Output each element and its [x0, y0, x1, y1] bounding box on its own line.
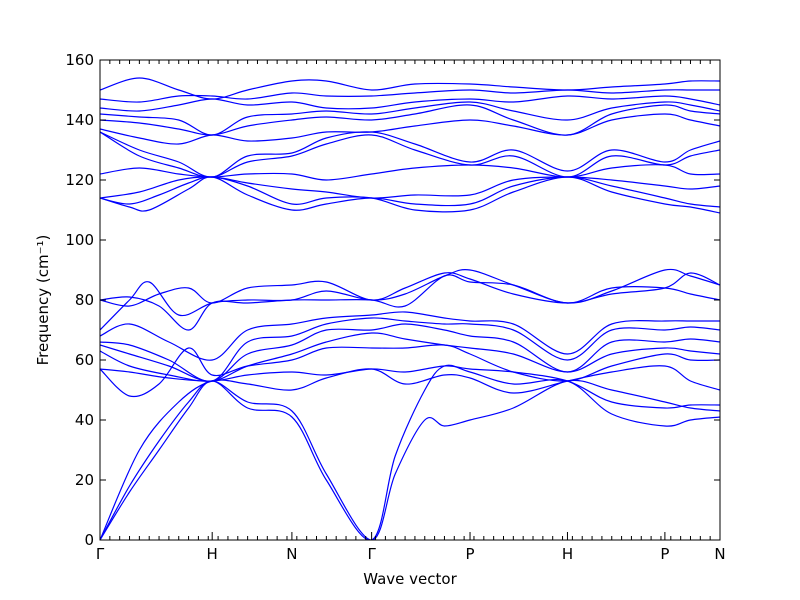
- plot-background: [100, 60, 720, 540]
- band-line-5: [100, 344, 720, 398]
- x-tick-label: H: [207, 545, 218, 563]
- band-line-1: [100, 364, 720, 540]
- y-tick-label: 40: [75, 411, 94, 429]
- band-line-24: [100, 77, 720, 100]
- ticks: [99, 59, 721, 541]
- y-tick-label: 120: [65, 171, 94, 189]
- band-line-17: [100, 131, 720, 178]
- band-line-2: [100, 379, 720, 540]
- y-tick-label: 100: [65, 231, 94, 249]
- x-tick-label: N: [286, 545, 297, 563]
- x-tick-label: Γ: [367, 545, 376, 563]
- band-line-6: [100, 332, 720, 382]
- band-line-10: [100, 268, 720, 331]
- plot-frame: [99, 59, 721, 541]
- band-line-22: [100, 95, 720, 112]
- x-tick-label: Γ: [96, 545, 105, 563]
- band-line-3: [100, 365, 720, 540]
- band-line-11: [100, 272, 720, 307]
- band-line-9: [100, 311, 720, 361]
- band-line-15: [100, 176, 720, 199]
- x-axis-title: Wave vector: [363, 570, 457, 588]
- x-tick-label: N: [714, 545, 725, 563]
- band-line-8: [100, 317, 720, 382]
- band-line-20: [100, 104, 720, 136]
- band-line-21: [100, 101, 720, 136]
- x-tick-label: H: [562, 545, 573, 563]
- y-tick-labels: 0 20 40 60 80 100 120 140 160: [65, 51, 94, 549]
- y-tick-label: 20: [75, 471, 94, 489]
- y-tick-label: 80: [75, 291, 94, 309]
- y-tick-label: 140: [65, 111, 94, 129]
- band-line-16: [100, 164, 720, 181]
- y-tick-label: 60: [75, 351, 94, 369]
- x-tick-label: P: [466, 545, 475, 563]
- band-line-12: [100, 274, 720, 331]
- band-line-18: [100, 131, 720, 178]
- x-tick-label: P: [660, 545, 669, 563]
- y-tick-label: 160: [65, 51, 94, 69]
- y-axis-title: Frequency (cm⁻¹): [34, 235, 52, 366]
- band-line-19: [100, 113, 720, 145]
- y-tick-label: 0: [84, 531, 94, 549]
- band-lines: [100, 77, 720, 540]
